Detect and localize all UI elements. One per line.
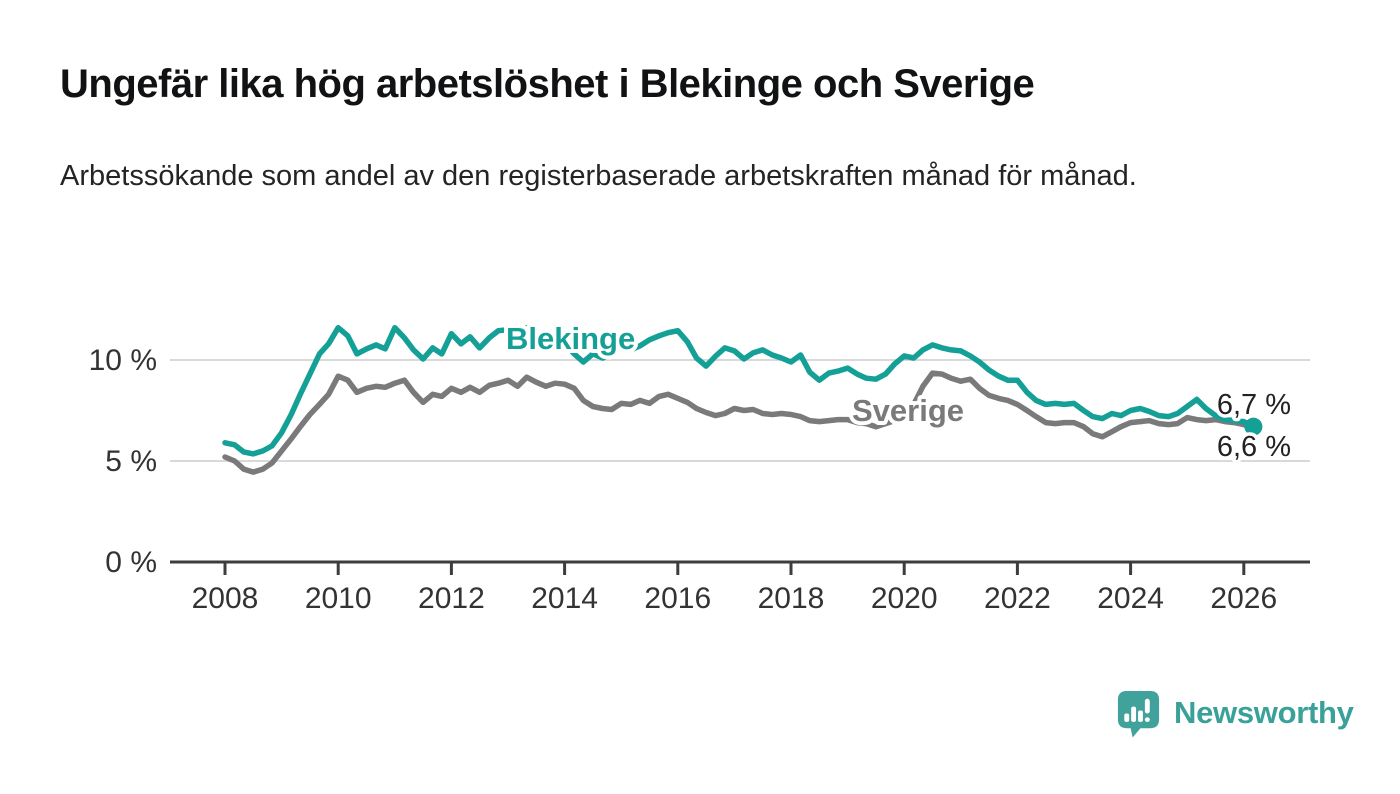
chart-title: Ungefär lika hög arbetslöshet i Blekinge… (60, 62, 1035, 106)
newsworthy-logo-icon (1117, 690, 1160, 738)
series-end-dot-blekinge (1244, 417, 1263, 436)
x-tick-label: 2020 (871, 582, 938, 615)
gridlines (170, 359, 1310, 462)
series-lines (222, 324, 1263, 475)
x-tick-label: 2018 (758, 582, 825, 615)
x-tick-label: 2008 (192, 582, 259, 615)
y-tick-label: 5 % (105, 445, 157, 478)
x-tick-label: 2022 (984, 582, 1051, 615)
x-tick-label: 2024 (1097, 582, 1164, 615)
x-tick-label: 2010 (305, 582, 372, 615)
y-tick-label: 0 % (105, 546, 157, 579)
brand-footer: Newsworthy (1114, 687, 1354, 739)
x-tick-label: 2026 (1210, 582, 1277, 615)
end-value-label-blekinge: 6,7 % (1217, 389, 1291, 421)
x-tick-label: 2016 (644, 582, 711, 615)
y-tick-label: 10 % (89, 344, 157, 377)
series-label-blekinge: Blekinge (506, 321, 635, 356)
series-label-sverige: Sverige (852, 393, 964, 428)
series-line-sverige (222, 370, 1257, 475)
y-axis: 0 % 5 % 10 % (89, 344, 157, 579)
end-value-label-sverige: 6,6 % (1217, 431, 1291, 463)
chart-subtitle: Arbetssökande som andel av den registerb… (60, 160, 1137, 192)
x-tick-label: 2014 (531, 582, 598, 615)
brand-name: Newsworthy (1174, 695, 1354, 730)
x-tick-label: 2012 (418, 582, 485, 615)
x-axis: 2008 2010 2012 2014 2016 2018 2020 2022 2024 2026 (170, 560, 1310, 615)
series-line-blekinge (222, 324, 1257, 457)
